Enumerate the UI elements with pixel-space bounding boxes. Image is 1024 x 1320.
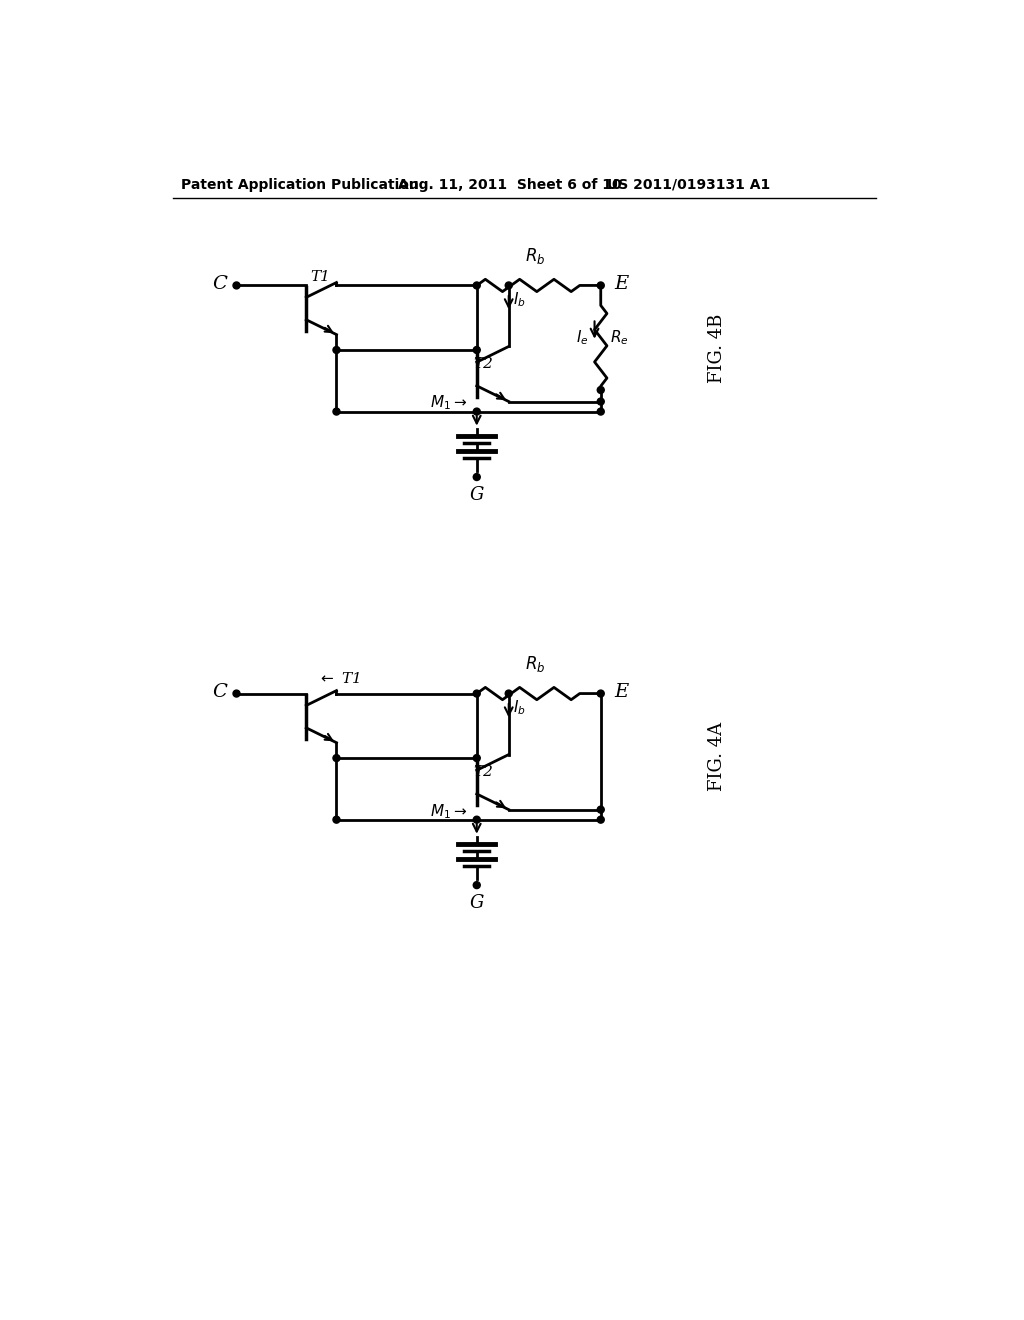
Text: $I_b$: $I_b$ (513, 290, 526, 309)
Circle shape (333, 755, 340, 762)
Circle shape (597, 690, 604, 697)
Text: G: G (470, 486, 484, 504)
Text: T1: T1 (310, 269, 330, 284)
Circle shape (597, 807, 604, 813)
Text: T2: T2 (473, 766, 493, 779)
Circle shape (473, 816, 480, 824)
Circle shape (505, 282, 512, 289)
Circle shape (333, 408, 340, 414)
Text: $M_1 \rightarrow$: $M_1 \rightarrow$ (430, 801, 468, 821)
Circle shape (473, 690, 480, 697)
Text: Patent Application Publication: Patent Application Publication (180, 178, 419, 191)
Circle shape (473, 347, 480, 354)
Text: $M_1 \rightarrow$: $M_1 \rightarrow$ (430, 393, 468, 412)
Text: C: C (212, 275, 227, 293)
Circle shape (333, 816, 340, 824)
Text: $R_b$: $R_b$ (524, 247, 545, 267)
Circle shape (473, 408, 480, 414)
Text: E: E (614, 682, 629, 701)
Text: E: E (614, 275, 629, 293)
Circle shape (473, 282, 480, 289)
Text: $R_e$: $R_e$ (610, 329, 629, 347)
Circle shape (597, 816, 604, 824)
Text: US 2011/0193131 A1: US 2011/0193131 A1 (607, 178, 770, 191)
Circle shape (233, 690, 240, 697)
Circle shape (597, 399, 604, 405)
Text: G: G (470, 895, 484, 912)
Text: FIG. 4B: FIG. 4B (708, 314, 726, 383)
Circle shape (233, 282, 240, 289)
Text: $\leftarrow$ T1: $\leftarrow$ T1 (317, 671, 360, 685)
Circle shape (597, 387, 604, 393)
Text: Aug. 11, 2011  Sheet 6 of 10: Aug. 11, 2011 Sheet 6 of 10 (397, 178, 622, 191)
Text: $I_e$: $I_e$ (575, 329, 589, 347)
Circle shape (505, 690, 512, 697)
Text: $R_b$: $R_b$ (524, 655, 545, 675)
Text: FIG. 4A: FIG. 4A (708, 722, 726, 791)
Text: T2: T2 (473, 356, 493, 371)
Circle shape (333, 347, 340, 354)
Text: C: C (212, 682, 227, 701)
Circle shape (473, 755, 480, 762)
Circle shape (597, 408, 604, 414)
Circle shape (597, 282, 604, 289)
Circle shape (473, 474, 480, 480)
Circle shape (473, 882, 480, 888)
Text: $I_b$: $I_b$ (513, 698, 526, 717)
